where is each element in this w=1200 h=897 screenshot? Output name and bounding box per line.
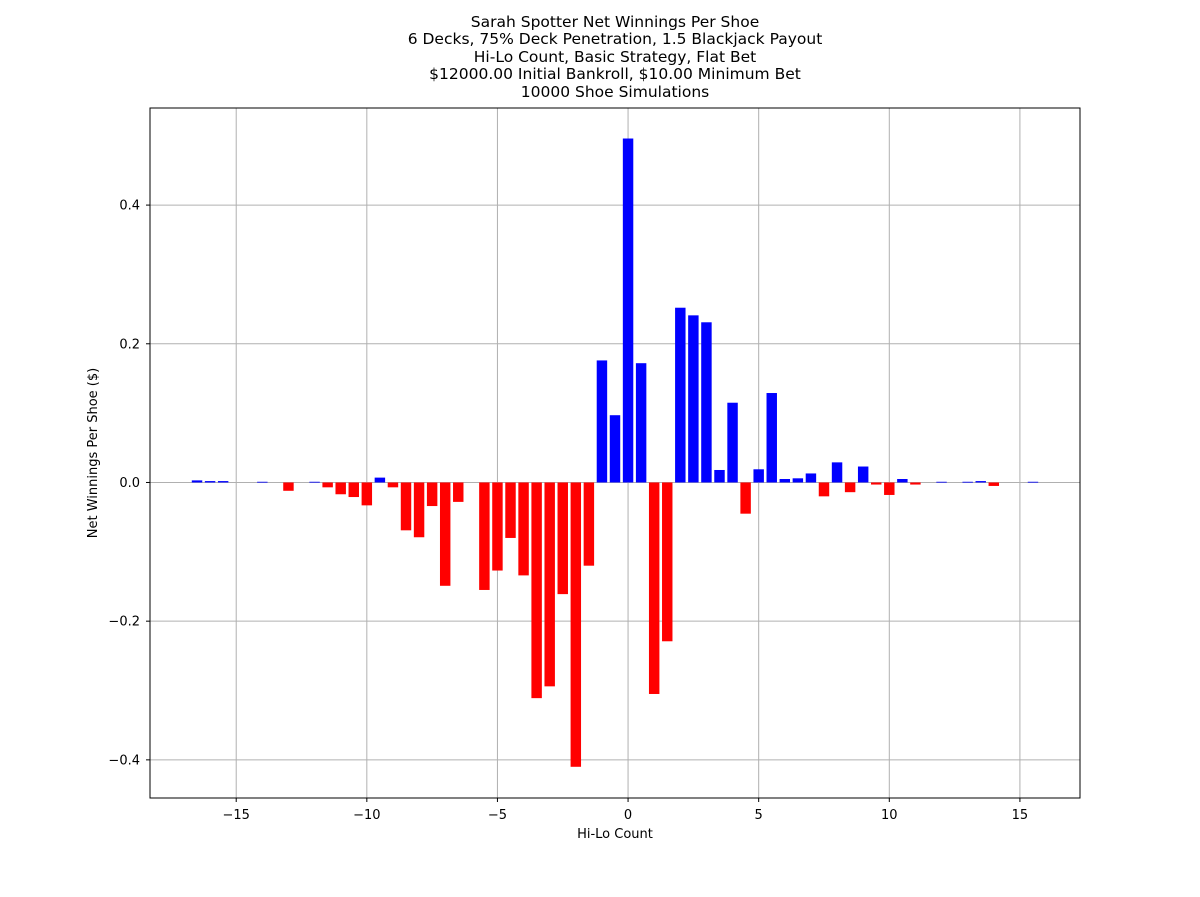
bar bbox=[217, 481, 229, 483]
bar bbox=[635, 363, 647, 483]
bar bbox=[505, 482, 516, 538]
y-tick-label: 0.0 bbox=[119, 476, 140, 491]
bar bbox=[871, 482, 882, 485]
bar bbox=[413, 482, 425, 538]
bar bbox=[753, 469, 764, 483]
bars bbox=[191, 138, 1039, 767]
axis-ticks: −15 −10 −5 0 5 10 15 −0.4 −0.2 0.0 0.2 0.4 bbox=[108, 199, 1028, 823]
x-tick-label: 15 bbox=[1012, 808, 1029, 823]
title-line-1: Sarah Spotter Net Winnings Per Shoe bbox=[470, 13, 760, 31]
y-axis-label: Net Winnings Per Shoe ($) bbox=[86, 368, 101, 538]
bar bbox=[283, 482, 294, 491]
x-tick-label: 10 bbox=[881, 808, 898, 823]
bar bbox=[557, 482, 568, 595]
bar bbox=[897, 479, 908, 483]
title-line-5: 10000 Shoe Simulations bbox=[520, 82, 710, 101]
bar bbox=[648, 482, 660, 694]
bar bbox=[727, 402, 738, 483]
bar bbox=[675, 307, 686, 483]
bar bbox=[622, 138, 634, 483]
bar bbox=[714, 469, 725, 483]
bar bbox=[387, 482, 399, 488]
bar bbox=[191, 480, 203, 483]
grid-lines bbox=[150, 108, 1080, 798]
title-line-2: 6 Decks, 75% Deck Penetration, 1.5 Black… bbox=[407, 30, 823, 49]
bar bbox=[374, 477, 386, 483]
y-tick-label: 0.2 bbox=[119, 337, 140, 352]
bar bbox=[1027, 481, 1039, 483]
bar bbox=[662, 482, 673, 642]
bar bbox=[688, 315, 699, 483]
bar bbox=[740, 482, 751, 514]
bar bbox=[844, 482, 856, 493]
bar bbox=[439, 482, 451, 586]
bar bbox=[779, 479, 791, 483]
bar bbox=[975, 481, 986, 483]
bar bbox=[453, 482, 464, 502]
bar bbox=[805, 473, 817, 483]
x-tick-label: 0 bbox=[624, 808, 632, 823]
bar bbox=[335, 482, 346, 495]
bar bbox=[936, 481, 947, 483]
bar bbox=[596, 360, 608, 483]
bar bbox=[988, 482, 1000, 486]
bar bbox=[831, 462, 843, 483]
bar bbox=[361, 482, 373, 506]
bar bbox=[531, 482, 542, 699]
bar bbox=[492, 482, 503, 571]
bar bbox=[818, 482, 830, 497]
x-tick-label: −5 bbox=[488, 808, 507, 823]
bar bbox=[348, 482, 359, 498]
bar bbox=[309, 481, 320, 483]
x-tick-label: 5 bbox=[755, 808, 763, 823]
bar bbox=[884, 482, 895, 495]
y-tick-label: 0.4 bbox=[119, 199, 140, 214]
bar bbox=[701, 322, 712, 483]
bar bbox=[400, 482, 412, 531]
title-line-4: $12000.00 Initial Bankroll, $10.00 Minim… bbox=[429, 65, 801, 84]
bar bbox=[426, 482, 438, 507]
x-tick-label: −15 bbox=[222, 808, 249, 823]
bar bbox=[570, 482, 582, 767]
x-axis-label: Hi-Lo Count bbox=[577, 827, 653, 842]
bar bbox=[792, 478, 804, 483]
y-tick-label: −0.4 bbox=[108, 753, 140, 768]
bar bbox=[204, 481, 216, 483]
bar bbox=[322, 482, 333, 488]
bar bbox=[583, 482, 595, 566]
bar bbox=[257, 481, 268, 483]
bar bbox=[544, 482, 555, 687]
chart-title: Sarah Spotter Net Winnings Per Shoe 6 De… bbox=[0, 13, 1200, 101]
plot-frame bbox=[149, 107, 1081, 799]
title-line-3: Hi-Lo Count, Basic Strategy, Flat Bet bbox=[473, 47, 757, 66]
bar bbox=[609, 415, 621, 483]
bar bbox=[857, 466, 869, 483]
bar bbox=[910, 482, 921, 485]
bar bbox=[518, 482, 529, 576]
y-tick-label: −0.2 bbox=[108, 615, 140, 630]
x-tick-label: −10 bbox=[353, 808, 380, 823]
bar bbox=[479, 482, 490, 590]
bar bbox=[766, 393, 777, 483]
bar bbox=[962, 481, 973, 483]
